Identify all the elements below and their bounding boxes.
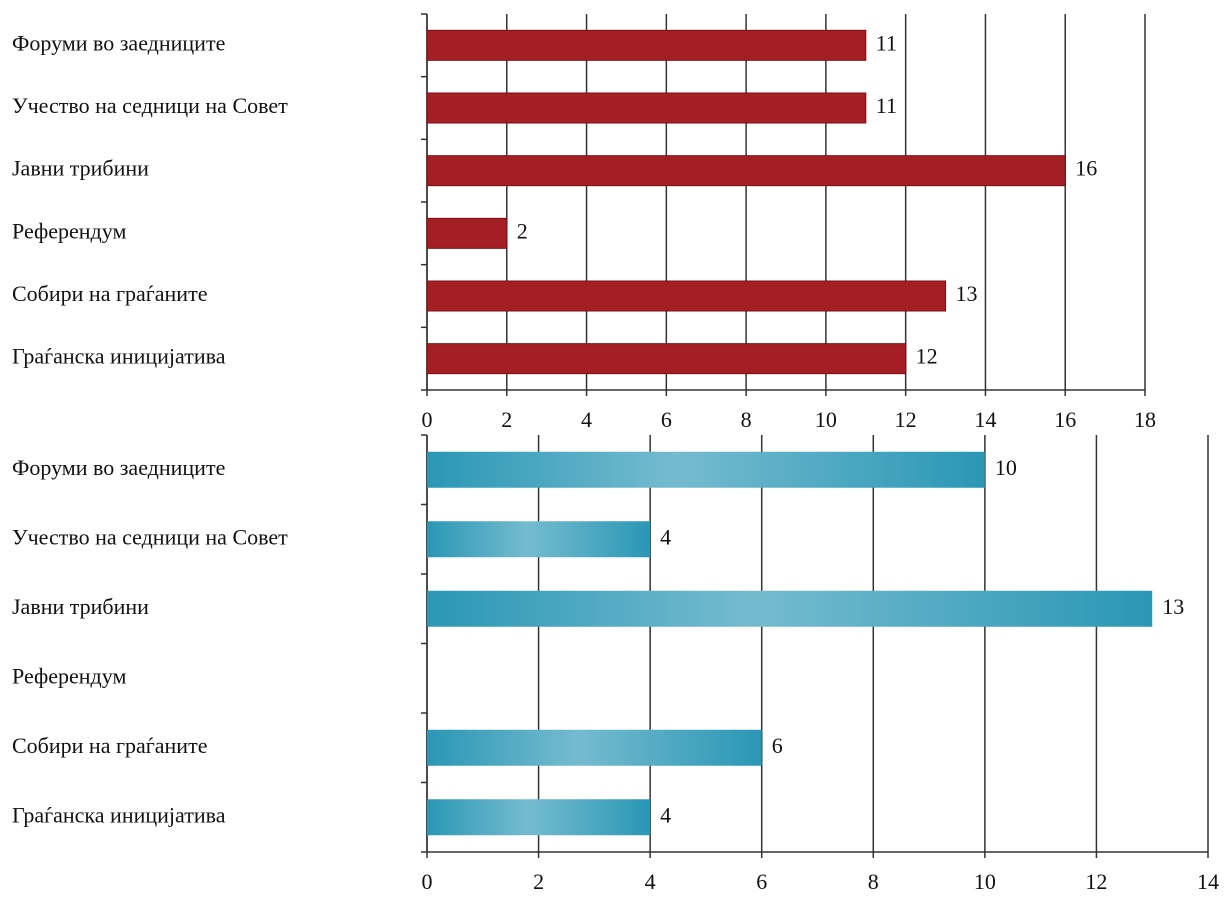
value-label: 16 (1075, 156, 1097, 181)
value-label: 2 (517, 218, 528, 243)
x-tick-label: 0 (422, 407, 433, 432)
bar (426, 155, 1066, 187)
y-tick-label: Граѓанска иницијатива (12, 802, 226, 827)
x-tick-label: 10 (974, 869, 996, 894)
y-tick-label: Јавни трибини (12, 594, 149, 619)
x-tick-label: 6 (756, 869, 767, 894)
bar (427, 521, 651, 558)
value-label: 11 (876, 93, 897, 118)
value-label: 13 (1162, 594, 1184, 619)
x-tick-label: 18 (1134, 407, 1156, 432)
bar (427, 799, 651, 836)
y-tick-label: Референдум (12, 663, 126, 688)
y-tick-label: Собири на граѓаните (12, 733, 207, 758)
x-tick-label: 2 (501, 407, 512, 432)
bar (427, 729, 762, 766)
x-tick-label: 10 (815, 407, 837, 432)
x-tick-label: 14 (974, 407, 996, 432)
x-tick-label: 12 (895, 407, 917, 432)
y-tick-label: Форуми во заедниците (12, 30, 225, 55)
x-tick-label: 12 (1085, 869, 1107, 894)
bar (426, 92, 867, 124)
x-tick-label: 14 (1197, 869, 1219, 894)
y-tick-label: Учество на седници на Совет (12, 524, 288, 549)
y-tick-label: Форуми во заедниците (12, 455, 225, 480)
value-label: 10 (995, 455, 1017, 480)
x-tick-label: 4 (645, 869, 656, 894)
bar (427, 451, 985, 488)
x-tick-label: 0 (422, 869, 433, 894)
x-tick-label: 2 (533, 869, 544, 894)
value-label: 13 (956, 281, 978, 306)
x-tick-label: 4 (581, 407, 592, 432)
value-label: 12 (916, 344, 938, 369)
y-tick-label: Граѓанска иницијатива (12, 344, 226, 369)
bar (426, 217, 508, 249)
y-tick-label: Референдум (12, 218, 126, 243)
bar (426, 280, 947, 312)
value-label: 4 (660, 802, 671, 827)
x-tick-label: 6 (661, 407, 672, 432)
y-tick-label: Јавни трибини (12, 156, 149, 181)
x-tick-label: 8 (741, 407, 752, 432)
bar (426, 343, 907, 375)
y-tick-label: Собири на граѓаните (12, 281, 207, 306)
value-label: 4 (660, 524, 671, 549)
value-label: 11 (876, 30, 897, 55)
x-tick-label: 16 (1054, 407, 1076, 432)
bar (427, 590, 1153, 627)
y-tick-label: Учество на седници на Совет (12, 93, 288, 118)
x-tick-label: 8 (868, 869, 879, 894)
value-label: 6 (772, 733, 783, 758)
bar (426, 29, 867, 61)
